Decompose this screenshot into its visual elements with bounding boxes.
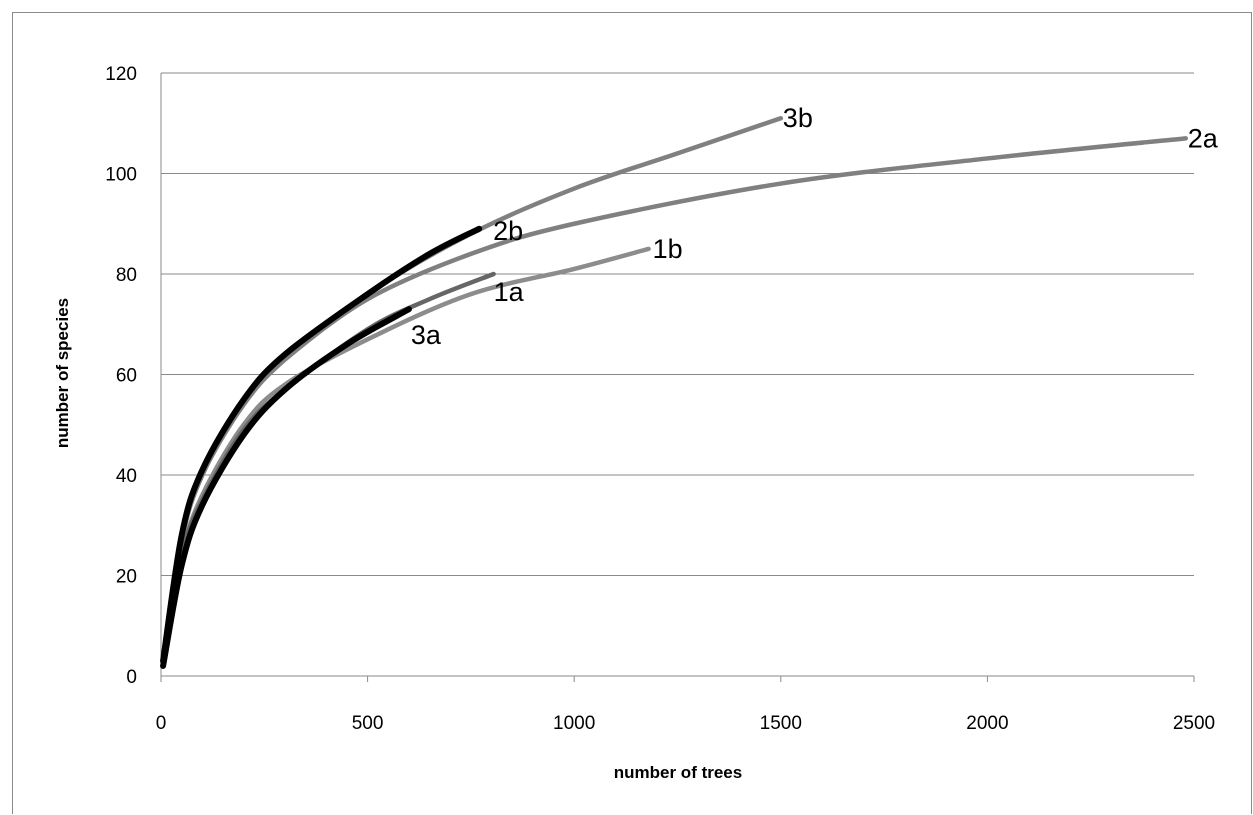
x-tick-label-2000: 2000 [966, 713, 1008, 734]
y-tick-label-40: 40 [116, 466, 137, 487]
series-label-1a: 1a [494, 277, 525, 307]
series-line-3a [160, 306, 412, 669]
y-tick-label-0: 0 [126, 667, 137, 688]
series-label-3b: 3b [783, 103, 813, 133]
y-tick-label-60: 60 [116, 366, 137, 387]
x-tick-label-0: 0 [156, 713, 167, 734]
y-tick-label-120: 120 [105, 64, 137, 85]
x-tick-label-1000: 1000 [553, 713, 595, 734]
x-tick-label-1500: 1500 [760, 713, 802, 734]
y-tick-label-100: 100 [105, 165, 137, 186]
series-line-1a [160, 271, 496, 664]
series-label-2b: 2b [493, 216, 523, 246]
x-tick-label-2500: 2500 [1173, 713, 1215, 734]
series-line-2a [160, 136, 1188, 664]
series-labels: 2a 3b 1b 1a 2b 3a [411, 103, 1219, 350]
gridlines [160, 72, 1195, 682]
axes [160, 73, 1194, 677]
series-label-3a: 3a [411, 320, 442, 350]
series-line-2b [160, 225, 483, 664]
x-axis-title: number of trees [614, 763, 742, 782]
y-axis-title: number of species [53, 298, 72, 448]
x-tick-label-500: 500 [352, 713, 384, 734]
tick-labels: 0 20 40 60 80 100 120 0 500 1000 1500 2000 2500 [105, 64, 1215, 734]
series-label-1b: 1b [653, 234, 683, 264]
y-tick-label-20: 20 [116, 567, 137, 588]
chart-frame [12, 12, 1252, 814]
y-tick-label-80: 80 [116, 265, 137, 286]
series-lines [160, 115, 1188, 669]
series-label-2a: 2a [1188, 123, 1219, 153]
